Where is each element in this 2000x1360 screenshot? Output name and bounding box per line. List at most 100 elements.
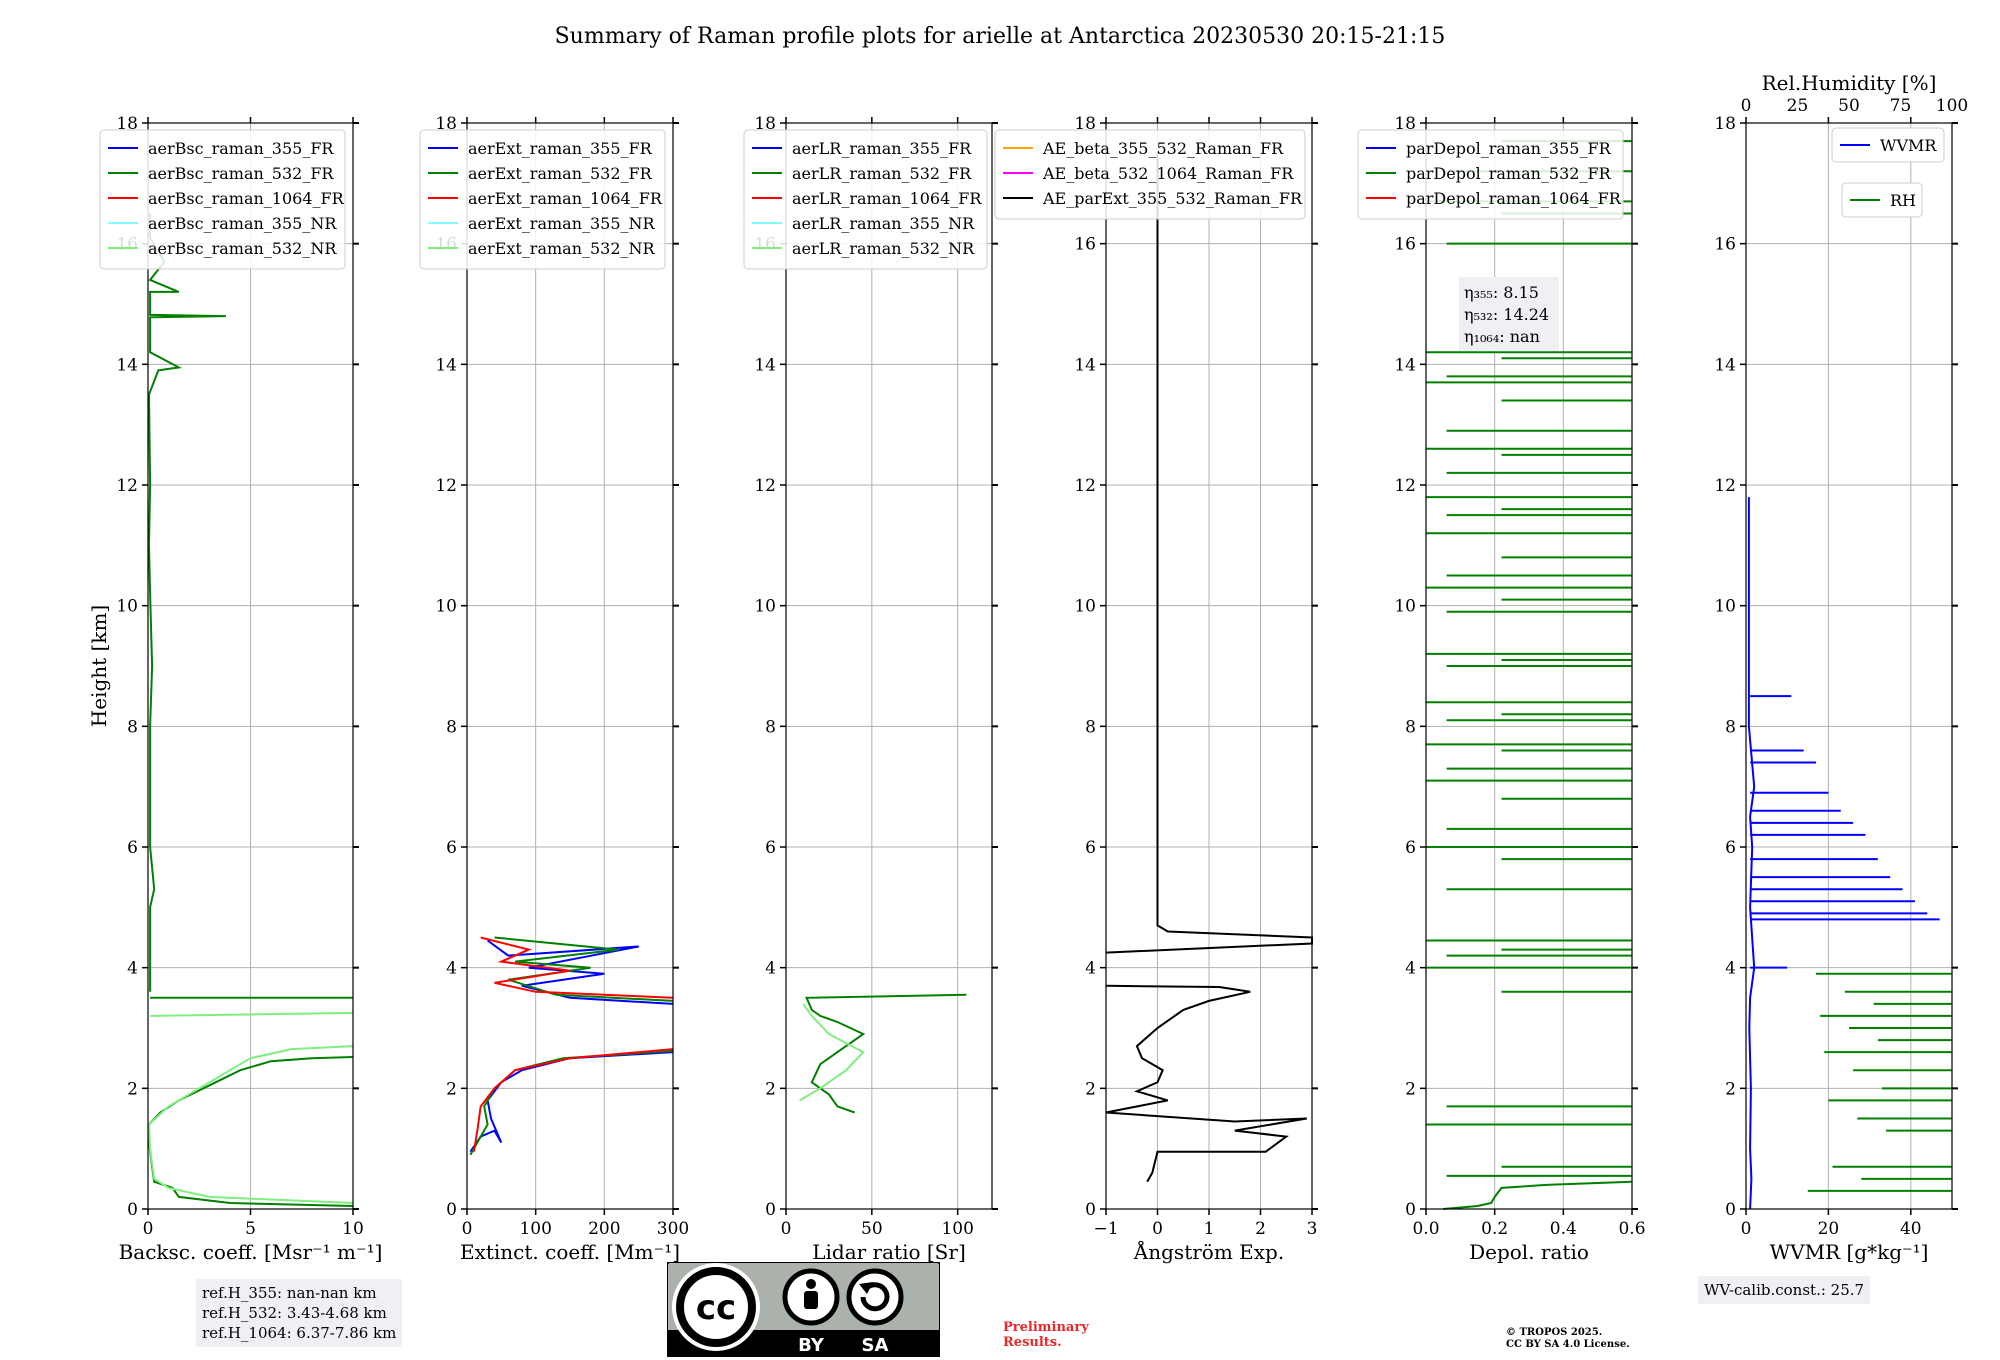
x-axis-label: Lidar ratio [Sr] (812, 1240, 966, 1264)
y-tick-label: 16 (1394, 235, 1416, 255)
y-tick-label: 12 (1394, 476, 1416, 496)
y-tick-label: 12 (435, 476, 457, 496)
y-tick-label: 14 (754, 355, 776, 375)
y-axis-label: Height [km] (87, 605, 111, 727)
y-tick-label: 4 (1405, 959, 1416, 979)
ref-h-1064: ref.H_1064: 6.37-7.86 km (202, 1324, 397, 1342)
y-tick-label: 2 (1405, 1079, 1416, 1099)
eta-label: η₃₅₅: 8.15 (1464, 283, 1539, 302)
x-tick-label: 5 (245, 1219, 256, 1239)
x-tick-label: 3 (1307, 1219, 1318, 1239)
x2-tick-label: 100 (1936, 96, 1968, 116)
wv-calib-const: WV-calib.const.: 25.7 (1704, 1281, 1865, 1299)
eta-box (1459, 277, 1559, 351)
sa-label: SA (862, 1335, 889, 1356)
wv-calib-box: WV-calib.const.: 25.7 (1698, 1276, 1871, 1304)
legend-entry: parDepol_raman_532_FR (1406, 164, 1612, 183)
y-tick-label: 0 (1405, 1200, 1416, 1220)
series-aerBsc_raman_532_NR (147, 1045, 354, 1204)
legend-entry: aerBsc_raman_532_NR (148, 239, 337, 258)
axes-frame (1425, 122, 1633, 1210)
x-tick-label: 0 (462, 1219, 473, 1239)
panels: 0246810121416180510Backsc. coeff. [Msr⁻¹… (87, 71, 1968, 1264)
legend-entry: aerLR_raman_355_FR (792, 139, 972, 158)
y-tick-label: 6 (1085, 838, 1096, 858)
legend: parDepol_raman_355_FR parDepol_raman_532_… (1357, 129, 1624, 220)
legend: aerExt_raman_355_FR aerExt_raman_532_FRae… (419, 129, 666, 270)
y-tick-label: 2 (1725, 1079, 1736, 1099)
y-tick-label: 16 (1074, 235, 1096, 255)
legend-entry: aerExt_raman_355_NR (468, 214, 656, 233)
cc-by-sa-logo: cc BY SA (667, 1262, 940, 1357)
legend-entry: aerExt_raman_1064_FR (468, 189, 663, 208)
x-tick-label: 20 (1818, 1219, 1840, 1239)
x-tick-label: 0.2 (1481, 1219, 1508, 1239)
series-aerExt_raman_1064_FR_cloud (480, 936, 674, 999)
legend-entry: aerExt_raman_532_FR (468, 164, 653, 183)
series-aerLR_raman_532_NR (799, 1003, 865, 1102)
y-tick-label: 6 (1405, 838, 1416, 858)
series-AE_parExt_355_532_Raman_FR_2 (1105, 153, 1313, 954)
series-aerExt_raman_532_FR_cloud (494, 936, 674, 1002)
y-tick-label: 10 (435, 597, 457, 617)
x-axis-label: Extinct. coeff. [Mm⁻¹] (460, 1240, 680, 1264)
legend: AE_beta_355_532_Raman_FR AE_beta_532_1064… (994, 129, 1306, 220)
series-aerBsc_raman_532_FR_upper (147, 213, 226, 992)
x-axis-label: WVMR [g*kg⁻¹] (1770, 1240, 1929, 1264)
legend-box (1831, 127, 1945, 163)
x-tick-label: 0 (1152, 1219, 1163, 1239)
legend-entry: aerExt_raman_355_FR (468, 139, 653, 158)
legend-entry: AE_parExt_355_532_Raman_FR (1042, 189, 1303, 208)
x-tick-label: 0.4 (1550, 1219, 1577, 1239)
y-tick-label: 0 (127, 1200, 138, 1220)
x2-tick-label: 75 (1890, 96, 1912, 116)
legend-entry: aerLR_raman_355_NR (792, 214, 975, 233)
y-tick-label: 18 (116, 114, 138, 134)
legend-box (419, 129, 666, 270)
y-tick-label: 18 (1714, 114, 1736, 134)
y-tick-label: 10 (1714, 597, 1736, 617)
legend-entry: aerBsc_raman_532_FR (148, 164, 334, 183)
x-tick-label: 2 (1255, 1219, 1266, 1239)
legend-entry: aerLR_raman_1064_FR (792, 189, 982, 208)
series-parDepol_raman_532_FR (1443, 1180, 1633, 1210)
x-tick-label: −1 (1093, 1219, 1118, 1239)
y-tick-label: 2 (765, 1079, 776, 1099)
y-tick-label: 14 (1074, 355, 1096, 375)
series-AE_parExt_355_532_Raman_FR (1105, 984, 1307, 1183)
y-tick-label: 8 (1085, 717, 1096, 737)
y-tick-label: 6 (1725, 838, 1736, 858)
y-tick-label: 4 (765, 959, 776, 979)
y-tick-label: 4 (446, 959, 457, 979)
eta-annotation: η₃₅₅: 8.15 η₅₃₂: 14.24 η₁₀₆₄: nan (1459, 277, 1559, 351)
y-tick-label: 8 (1405, 717, 1416, 737)
x2-tick-label: 50 (1838, 96, 1860, 116)
y-tick-label: 0 (1085, 1200, 1096, 1220)
x-axis-label: Ångström Exp. (1133, 1239, 1284, 1264)
legend-entry: AE_beta_355_532_Raman_FR (1042, 139, 1284, 158)
y-tick-label: 8 (127, 717, 138, 737)
y-tick-label: 18 (754, 114, 776, 134)
x-tick-label: 200 (588, 1219, 620, 1239)
x-tick-label: 50 (861, 1219, 883, 1239)
y-tick-label: 2 (446, 1079, 457, 1099)
y-tick-label: 8 (765, 717, 776, 737)
x-axis-label: Depol. ratio (1469, 1240, 1589, 1264)
y-tick-label: 12 (116, 476, 138, 496)
x-tick-label: 1 (1204, 1219, 1215, 1239)
legend-box (1841, 182, 1923, 218)
legend: aerLR_raman_355_FR aerLR_raman_532_FR aerL… (743, 129, 988, 270)
x-tick-label: 300 (657, 1219, 689, 1239)
eta-label: η₅₃₂: 14.24 (1464, 305, 1549, 324)
y-tick-label: 0 (1725, 1200, 1736, 1220)
tropos-line-2: CC BY SA 4.0 License. (1506, 1339, 1630, 1350)
x-tick-label: 100 (941, 1219, 973, 1239)
series-WVMR (1747, 497, 1756, 1210)
panel-extinction: 0246810121416180100200300Extinct. coeff.… (419, 114, 689, 1264)
y-tick-label: 0 (765, 1200, 776, 1220)
legend-box (743, 129, 988, 270)
x-tick-label: 40 (1900, 1219, 1922, 1239)
by-label: BY (798, 1335, 825, 1356)
axes-frame (1745, 122, 1953, 1210)
